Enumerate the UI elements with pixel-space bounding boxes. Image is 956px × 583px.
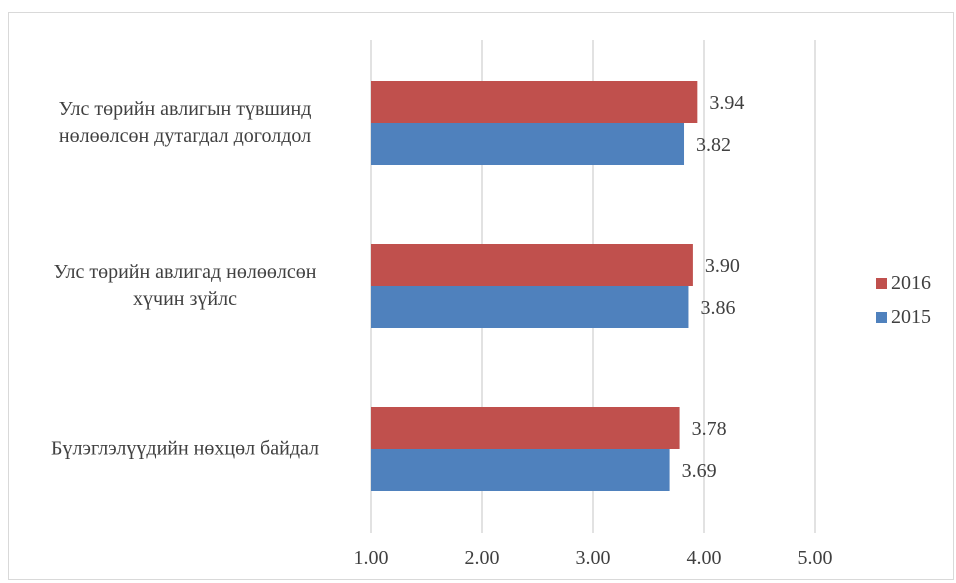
data-label-2015-0: 3.82: [696, 134, 731, 156]
legend: 2016 2015: [876, 268, 931, 336]
legend-item-2016: 2016: [876, 268, 931, 298]
category-label-line: нөлөөлсөн дутагдал доголдол: [58, 125, 312, 147]
data-label-2016-0: 3.94: [709, 92, 744, 114]
legend-item-2015: 2015: [876, 302, 931, 332]
data-label-2015-2: 3.69: [682, 460, 717, 482]
category-label-line: Бүлэглэлүүдийн нөхцөл байдал: [50, 437, 320, 460]
bar-2015-1: [371, 286, 689, 328]
x-tick-label: 5.00: [798, 547, 833, 569]
x-tick-label: 3.00: [576, 547, 611, 569]
data-labels: 3.94 3.82 3.90 3.86 3.78 3.69: [682, 92, 745, 482]
data-label-2016-2: 3.78: [692, 418, 727, 440]
category-label-line: Улс төрийн авлигад нөлөөлсөн: [53, 261, 317, 283]
legend-label-2016: 2016: [891, 271, 931, 294]
bar-2015-0: [371, 123, 685, 165]
x-tick-label: 4.00: [687, 547, 722, 569]
legend-label-2015: 2015: [891, 305, 931, 328]
data-label-2015-1: 3.86: [700, 297, 735, 319]
legend-swatch-2015: [876, 311, 887, 323]
x-tick-label: 1.00: [354, 547, 389, 569]
bar-2016-1: [371, 244, 693, 286]
bar-2016-2: [371, 407, 680, 449]
category-label: Улс төрийн авлигад нөлөөлсөн хүчин зүйлс: [10, 259, 360, 313]
bars: [371, 81, 698, 491]
x-tick-label: 2.00: [465, 547, 500, 569]
x-axis-ticks: 1.00 2.00 3.00 4.00 5.00: [354, 547, 833, 569]
category-label-line: хүчин зүйлс: [133, 288, 237, 310]
category-label-line: Улс төрийн авлигын түвшинд: [58, 98, 312, 120]
category-label: Бүлэглэлүүдийн нөхцөл байдал: [10, 436, 360, 463]
bar-2016-0: [371, 81, 698, 123]
legend-swatch-2016: [876, 277, 887, 289]
category-label: Улс төрийн авлигын түвшинд нөлөөлсөн дута…: [10, 96, 360, 150]
data-label-2016-1: 3.90: [705, 255, 740, 277]
bar-2015-2: [371, 449, 670, 491]
